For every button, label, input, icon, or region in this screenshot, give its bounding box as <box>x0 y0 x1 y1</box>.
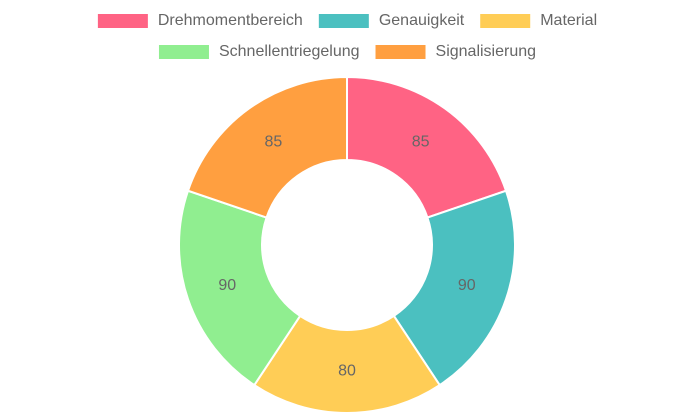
slice <box>252 314 442 414</box>
value-label: 85 <box>412 133 430 150</box>
legend-swatch[interactable] <box>318 14 369 28</box>
slice <box>392 189 516 387</box>
legend-swatch[interactable] <box>480 14 531 28</box>
legend-label[interactable]: Genauigkeit <box>379 12 465 29</box>
value-label: 80 <box>338 363 356 380</box>
legend-swatch[interactable] <box>97 14 148 28</box>
legend-label[interactable]: Drehmomentbereich <box>158 12 303 29</box>
value-label: 90 <box>218 277 236 294</box>
slice <box>186 75 348 219</box>
legend-label[interactable]: Schnellentriegelung <box>219 43 360 60</box>
slice <box>346 75 508 219</box>
slice <box>178 189 302 387</box>
legend-label[interactable]: Signalisierung <box>436 43 537 60</box>
legend-label[interactable]: Material <box>540 12 597 29</box>
value-label: 90 <box>458 277 476 294</box>
legend-swatch[interactable] <box>158 45 209 59</box>
value-label: 85 <box>264 133 282 150</box>
legend-swatch[interactable] <box>375 45 426 59</box>
